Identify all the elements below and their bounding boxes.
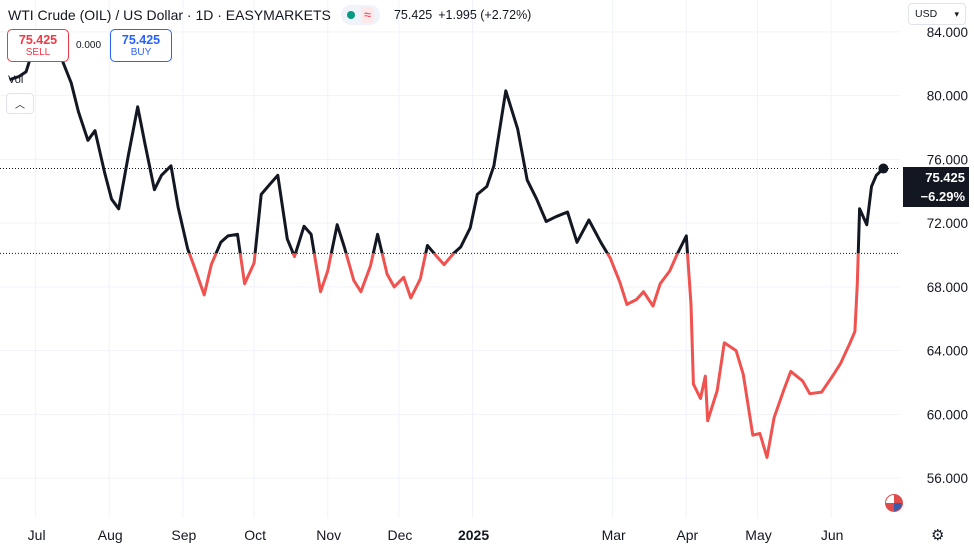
buy-label: BUY	[130, 46, 152, 58]
x-tick-label: Apr	[676, 527, 698, 543]
gear-icon[interactable]: ⚙	[931, 527, 945, 544]
x-tick-label: Jun	[821, 527, 844, 543]
header-price: 75.425	[393, 8, 433, 22]
symbol-title[interactable]: WTI Crude (OIL) / US Dollar · 1D · EASYM…	[8, 7, 331, 23]
x-tick-label: Nov	[316, 527, 341, 543]
chart-grid	[0, 0, 900, 518]
flag-icon[interactable]	[885, 494, 903, 512]
last-price-marker	[878, 163, 889, 174]
last-price-value: 75.425	[925, 170, 965, 185]
x-tick-label: Sep	[171, 527, 196, 543]
wave-icon: ≈	[360, 7, 374, 23]
y-tick-label: 72.000	[927, 216, 968, 231]
last-price-label: 75.425 −6.29%	[903, 167, 969, 207]
x-tick-label: Mar	[602, 527, 626, 543]
currency-select[interactable]: USD ▾	[908, 3, 966, 25]
x-axis: Jul Aug Sep Oct Nov Dec 2025 Mar Apr May Jun	[28, 527, 844, 543]
y-tick-label: 80.000	[927, 89, 968, 104]
x-tick-label: Jul	[28, 527, 46, 543]
x-tick-label: 2025	[458, 527, 489, 543]
y-tick-label: 56.000	[927, 471, 968, 486]
x-tick-label: May	[745, 527, 771, 543]
last-price-change: −6.29%	[920, 189, 965, 204]
spread-value: 0.000	[76, 40, 102, 51]
chevron-up-icon: ︿	[15, 100, 25, 111]
y-tick-label: 84.000	[927, 25, 968, 40]
y-tick-label: 60.000	[927, 407, 968, 422]
x-tick-label: Dec	[387, 527, 412, 543]
market-status[interactable]: ≈	[340, 5, 380, 25]
y-tick-label: 64.000	[927, 344, 968, 359]
price-line-below-baseline	[187, 253, 860, 459]
y-tick-label: 76.000	[927, 152, 968, 167]
sell-label: SELL	[25, 46, 51, 58]
x-tick-label: Aug	[98, 527, 123, 543]
collapse-legend-button[interactable]: ︿	[6, 93, 34, 114]
sell-price: 75.425	[18, 32, 58, 47]
price-line-above-baseline	[9, 36, 885, 254]
currency-value: USD	[915, 8, 938, 20]
x-tick-label: Oct	[244, 527, 266, 543]
sell-button[interactable]: 75.425 SELL	[7, 29, 69, 62]
market-open-icon	[346, 11, 355, 19]
header-change: +1.995 (+2.72%)	[438, 8, 532, 22]
y-axis: 84.000 80.000 76.000 72.000 68.000 64.000 60.0…	[927, 25, 968, 486]
chart-header: WTI Crude (OIL) / US Dollar · 1D · EASYM…	[8, 5, 531, 25]
buy-button[interactable]: 75.425 BUY	[110, 29, 172, 62]
chevron-down-icon: ▾	[954, 8, 959, 19]
y-tick-label: 68.000	[927, 280, 968, 295]
volume-label[interactable]: Vol	[8, 74, 24, 86]
buy-price: 75.425	[121, 32, 161, 47]
